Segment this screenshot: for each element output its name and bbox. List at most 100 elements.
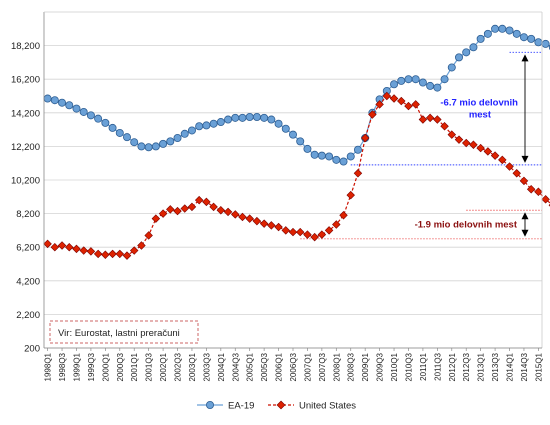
data-point <box>224 115 233 124</box>
y-tick-label: 200 <box>24 344 40 355</box>
x-tick-label: 2011Q3 <box>433 352 442 380</box>
data-point <box>159 139 168 148</box>
data-point <box>360 133 370 143</box>
x-tick-label: 2006Q1 <box>275 352 284 381</box>
data-point <box>303 144 312 153</box>
x-axis: 1998Q1 1998Q3 1999Q1 1999Q3 2000Q1 2000Q3 2001… <box>44 347 543 381</box>
x-tick-label: 2013Q3 <box>491 352 500 381</box>
data-point <box>476 34 485 43</box>
data-point <box>281 124 290 133</box>
data-point <box>433 115 442 124</box>
data-point <box>404 101 413 111</box>
data-point <box>375 100 384 109</box>
data-point <box>447 63 456 72</box>
data-point <box>461 138 471 148</box>
data-point <box>144 143 153 152</box>
x-tick-label: 2007Q3 <box>318 352 327 381</box>
data-point <box>122 251 132 260</box>
data-point <box>194 195 204 205</box>
x-tick-label: 2012Q3 <box>462 352 471 381</box>
data-point <box>469 43 478 52</box>
data-point <box>195 122 204 131</box>
data-point <box>274 119 283 128</box>
data-point <box>303 230 312 239</box>
data-point <box>166 137 175 146</box>
data-point <box>245 113 254 122</box>
legend-marker-ea19 <box>205 400 214 409</box>
data-point <box>490 151 500 160</box>
annotation-arrow-head-up <box>521 54 529 62</box>
x-tick-label: 2001Q3 <box>145 352 154 381</box>
data-point <box>223 207 233 217</box>
data-point <box>86 247 96 256</box>
data-point <box>512 169 521 178</box>
data-point <box>101 118 110 127</box>
data-point <box>158 209 168 218</box>
x-tick-label: 2012Q1 <box>448 352 457 381</box>
data-point <box>151 214 161 223</box>
data-point <box>353 145 362 154</box>
data-point <box>57 241 67 250</box>
x-tick-label: 2003Q3 <box>202 352 211 381</box>
x-tick-label: 1999Q1 <box>72 352 81 381</box>
data-point <box>202 121 211 130</box>
data-point <box>339 211 348 220</box>
x-tick-label: 2004Q3 <box>231 352 240 381</box>
data-point <box>382 91 392 101</box>
annotation-text: -6.7 mio delovnih <box>440 98 518 109</box>
data-point <box>65 242 74 252</box>
data-point <box>252 113 261 122</box>
series-united-states <box>43 91 550 260</box>
source-note: Vir: Eurostat, lastni preračuni <box>58 328 180 339</box>
data-point <box>411 75 420 84</box>
data-point <box>390 80 399 89</box>
data-point <box>267 221 276 230</box>
data-point <box>339 157 348 166</box>
x-tick-label: 2004Q1 <box>217 352 226 381</box>
data-point <box>209 119 218 128</box>
annotation-arrow-head-down <box>521 155 529 163</box>
data-point <box>123 133 132 142</box>
data-point <box>418 115 428 124</box>
legend-label-us: United States <box>299 401 356 412</box>
legend-marker-us <box>276 400 286 410</box>
x-tick-label: 2009Q3 <box>376 352 385 381</box>
data-point <box>245 214 254 223</box>
x-tick-label: 2006Q3 <box>289 352 298 381</box>
data-point <box>288 227 298 237</box>
data-point <box>50 242 60 252</box>
data-point <box>454 135 464 144</box>
data-point <box>505 26 514 35</box>
x-tick-label: 2014Q1 <box>506 352 515 381</box>
annotation-arrow-head-up <box>521 212 529 220</box>
x-tick-label: 2011Q1 <box>419 352 428 380</box>
data-point <box>180 129 189 138</box>
x-tick-label: 2015Q1 <box>534 352 543 381</box>
data-point <box>108 249 117 259</box>
data-point <box>216 118 225 127</box>
data-point <box>310 232 319 242</box>
x-tick-label: 2007Q1 <box>303 352 312 381</box>
data-point <box>166 205 175 214</box>
data-point <box>310 150 319 159</box>
data-point <box>512 29 521 38</box>
data-point <box>115 249 125 259</box>
x-tick-label: 2002Q3 <box>174 352 183 381</box>
data-point <box>50 96 59 105</box>
data-point <box>346 190 355 200</box>
data-point <box>519 176 529 186</box>
y-tick-label: 14,200 <box>11 108 40 119</box>
x-tick-label: 2005Q3 <box>260 352 269 381</box>
data-point <box>418 78 427 87</box>
data-point <box>259 219 269 228</box>
data-point <box>498 24 507 33</box>
data-point <box>86 111 95 120</box>
data-point <box>440 122 449 131</box>
data-point <box>129 246 139 255</box>
data-point <box>397 76 406 85</box>
data-point <box>101 250 110 259</box>
gridlines <box>44 45 542 349</box>
data-point <box>332 155 341 164</box>
